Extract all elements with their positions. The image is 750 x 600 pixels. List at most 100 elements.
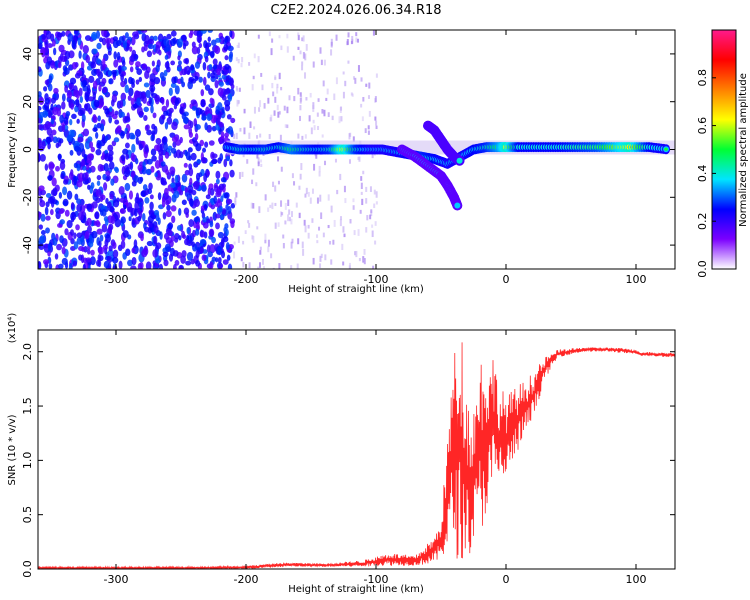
- noise-speck: [147, 215, 154, 224]
- noise-speck: [76, 236, 83, 245]
- noise-speck: [210, 203, 216, 210]
- noise-streak: [365, 186, 368, 192]
- noise-speck: [201, 254, 207, 261]
- colorbar-tick-label: 0.0: [696, 260, 709, 278]
- noise-speck: [204, 122, 208, 131]
- noise-speck: [57, 61, 62, 69]
- noise-streak: [252, 75, 255, 80]
- noise-speck: [173, 237, 179, 243]
- noise-speck: [131, 143, 136, 153]
- noise-speck: [150, 148, 157, 156]
- noise-speck: [101, 77, 107, 85]
- noise-speck: [190, 152, 197, 161]
- x-tick-label: -100: [364, 573, 389, 586]
- noise-streak: [360, 176, 363, 181]
- noise-streak: [288, 209, 291, 215]
- spectrogram-y-label: Frequency (Hz): [7, 112, 18, 188]
- noise-speck: [164, 122, 169, 130]
- x-tick-label: -300: [104, 273, 129, 286]
- noise-speck: [183, 66, 187, 75]
- noise-speck: [215, 257, 219, 263]
- noise-speck: [130, 134, 136, 140]
- noise-streak: [278, 35, 281, 39]
- noise-speck: [96, 58, 102, 65]
- y-tick-label: 0: [21, 146, 34, 153]
- noise-streak: [318, 226, 321, 231]
- noise-speck: [184, 238, 190, 246]
- noise-speck: [137, 215, 142, 222]
- noise-speck: [88, 107, 93, 115]
- noise-speck: [82, 165, 87, 171]
- noise-streak: [267, 97, 270, 104]
- x-tick-label: -300: [104, 573, 129, 586]
- spectral-branches: [397, 120, 465, 211]
- noise-speck: [47, 83, 53, 92]
- noise-streak: [316, 234, 319, 238]
- noise-streak: [253, 53, 256, 59]
- x-tick-label: -200: [234, 273, 259, 286]
- noise-speck: [51, 177, 57, 187]
- noise-speck: [63, 67, 70, 76]
- colorbar-frame: [711, 29, 737, 270]
- noise-speck: [218, 122, 225, 128]
- noise-speck: [208, 63, 213, 71]
- noise-speck: [207, 71, 211, 79]
- noise-streak: [323, 59, 326, 66]
- noise-speck: [212, 58, 218, 66]
- noise-streak: [348, 159, 351, 164]
- noise-speck: [139, 202, 143, 211]
- noise-speck: [95, 189, 102, 198]
- noise-speck: [165, 168, 170, 175]
- noise-speck: [105, 170, 111, 177]
- noise-speck: [92, 127, 98, 132]
- noise-speck: [118, 260, 123, 269]
- noise-speck: [102, 86, 108, 94]
- noise-speck: [176, 66, 182, 72]
- noise-streak: [309, 197, 312, 204]
- noise-speck: [143, 106, 149, 113]
- noise-speck: [216, 246, 223, 256]
- noise-speck: [87, 177, 91, 184]
- noise-streak: [305, 187, 308, 195]
- noise-streak: [375, 120, 378, 126]
- colorbar-ticks: 0.0 0.2 0.4 0.6 0.8: [696, 69, 716, 278]
- noise-speck: [200, 156, 207, 164]
- noise-streak: [268, 31, 271, 37]
- noise-speck: [125, 248, 131, 256]
- noise-streak: [257, 56, 260, 63]
- noise-speck: [229, 30, 233, 38]
- noise-streak: [325, 97, 328, 101]
- noise-speck: [155, 137, 162, 145]
- noise-speck: [140, 30, 148, 34]
- noise-streak: [264, 239, 267, 244]
- noise-streak: [252, 168, 255, 175]
- noise-streak: [375, 191, 378, 198]
- noise-streak: [240, 62, 243, 68]
- noise-speck: [128, 190, 133, 200]
- noise-speck: [137, 263, 143, 269]
- noise-streak: [317, 98, 320, 102]
- noise-speck: [55, 165, 60, 172]
- noise-speck: [77, 37, 82, 46]
- noise-speck: [96, 175, 102, 181]
- noise-speck: [221, 95, 227, 101]
- noise-streak: [279, 134, 282, 141]
- noise-speck: [227, 93, 233, 102]
- noise-speck: [166, 116, 173, 125]
- noise-speck: [50, 118, 55, 125]
- noise-speck: [171, 121, 178, 131]
- x-tick-label: 0: [503, 573, 510, 586]
- snr-line: [38, 342, 675, 569]
- noise-speck: [180, 76, 184, 84]
- noise-speck: [69, 118, 73, 126]
- noise-streak: [257, 157, 260, 165]
- noise-speck: [205, 218, 211, 224]
- noise-speck: [121, 60, 126, 67]
- noise-speck: [228, 53, 233, 63]
- noise-speck: [200, 30, 207, 34]
- noise-speck: [93, 48, 98, 54]
- noise-speck: [168, 107, 174, 114]
- noise-speck: [40, 47, 46, 55]
- noise-speck: [61, 31, 66, 37]
- noise-speck: [107, 50, 112, 56]
